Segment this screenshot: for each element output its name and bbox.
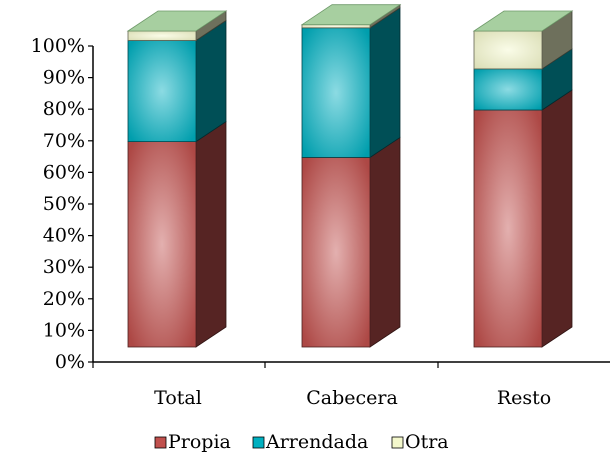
bar-segment-propia xyxy=(473,109,543,348)
y-tick-label: 100% xyxy=(31,35,85,57)
bar-side-propia xyxy=(369,136,401,348)
bar-top-face xyxy=(472,10,574,32)
bar-side-propia xyxy=(541,89,573,348)
y-tick-label: 90% xyxy=(43,67,85,89)
x-category-label: Resto xyxy=(497,387,551,409)
legend: Propia Arrendada Otra xyxy=(154,431,449,453)
bar-segment-arrendada xyxy=(301,27,371,158)
bar-segment-otra xyxy=(127,30,197,41)
bar-stack-total xyxy=(126,10,228,348)
y-tick-label: 70% xyxy=(43,130,85,152)
bar-segment-propia xyxy=(127,141,197,348)
bar-top-face xyxy=(126,10,228,32)
bar-segment-propia xyxy=(301,156,371,348)
legend-swatch-arrendada xyxy=(252,436,265,449)
bar-segment-otra xyxy=(301,24,371,29)
y-tick-label: 60% xyxy=(43,161,85,183)
legend-swatch-propia xyxy=(154,436,167,449)
bars xyxy=(126,3,574,348)
y-tick-label: 80% xyxy=(43,98,85,120)
bar-segment-otra xyxy=(473,30,543,70)
bar-side-propia xyxy=(195,120,227,348)
x-category-label: Total xyxy=(154,387,202,409)
bar-segment-arrendada xyxy=(473,68,543,111)
bar-stack-resto xyxy=(472,10,574,348)
bar-side-arrendada xyxy=(369,7,401,159)
legend-label-otra: Otra xyxy=(405,431,449,453)
y-tick-label: 0% xyxy=(55,351,85,373)
y-tick-label: 30% xyxy=(43,256,85,278)
axis-labels: 0% 10% 20% 30% 40% 50% 60% 70% 80% 90% 100% Total Ca… xyxy=(31,35,552,409)
y-tick-label: 40% xyxy=(43,225,85,247)
bar-stack-cabecera xyxy=(300,3,402,348)
bar-top-face xyxy=(300,4,402,26)
bar-side-arrendada xyxy=(195,19,227,143)
y-tick-label: 10% xyxy=(43,319,85,341)
x-category-label: Cabecera xyxy=(306,387,398,409)
legend-label-arrendada: Arrendada xyxy=(265,431,368,453)
legend-swatch-otra xyxy=(391,436,404,449)
y-tick-label: 20% xyxy=(43,288,85,310)
y-tick-label: 50% xyxy=(43,193,85,215)
legend-label-propia: Propia xyxy=(168,431,231,453)
bar-segment-arrendada xyxy=(127,40,197,143)
axes xyxy=(88,45,610,368)
